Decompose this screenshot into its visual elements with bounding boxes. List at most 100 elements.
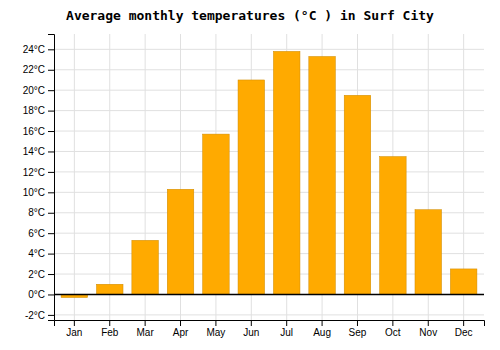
x-tick-label: Jul	[280, 327, 293, 338]
y-tick: 14°C	[23, 146, 54, 157]
y-grid-line	[54, 314, 484, 315]
y-tick-label: 0°C	[28, 289, 45, 300]
x-tick-mark	[215, 320, 216, 326]
y-tick-label: 4°C	[28, 248, 45, 259]
x-tick-label: Oct	[385, 327, 401, 338]
y-tick-label: 6°C	[28, 228, 45, 239]
x-tick: Mar	[137, 320, 155, 338]
x-tick-mark	[357, 320, 358, 326]
y-tick-mark	[48, 70, 54, 71]
y-tick: 8°C	[28, 207, 54, 218]
y-tick-label: -2°C	[25, 310, 45, 321]
x-tick-label: Aug	[313, 327, 331, 338]
x-tick-mark	[428, 320, 429, 326]
y-tick-mark	[48, 233, 54, 234]
y-tick-mark	[48, 192, 54, 193]
y-axis: -2°C 0°C 2°C 4°C 6°C 8°C 10°C 12°C 14°C 16°C 18°C 2…	[23, 35, 55, 321]
x-tick: Apr	[173, 320, 189, 338]
y-tick: 22°C	[23, 64, 54, 75]
bar	[273, 51, 300, 294]
bar	[203, 134, 230, 294]
x-grid-line	[74, 34, 75, 320]
grid	[54, 34, 484, 320]
y-grid-line	[54, 69, 484, 70]
x-tick-mark	[392, 320, 393, 326]
y-tick-mark	[48, 49, 54, 50]
y-tick: 2°C	[28, 269, 54, 280]
y-grid-line	[54, 110, 484, 111]
y-grid-line	[54, 294, 484, 295]
x-tick-mark	[286, 320, 287, 326]
x-tick: Aug	[313, 320, 331, 338]
y-grid-line	[54, 49, 484, 50]
y-tick-label: 10°C	[23, 187, 45, 198]
bar	[415, 210, 442, 295]
y-tick-label: 12°C	[23, 167, 45, 178]
y-tick-label: 8°C	[28, 207, 45, 218]
x-tick-mark	[145, 320, 146, 326]
x-tick-mark	[74, 320, 75, 326]
y-tick-label: 20°C	[23, 85, 45, 96]
x-tick: Nov	[419, 320, 437, 338]
x-tick-mark	[322, 320, 323, 326]
x-tick-label: Mar	[137, 327, 155, 338]
x-tick: Feb	[101, 320, 119, 338]
y-grid-line	[54, 90, 484, 91]
y-tick: 10°C	[23, 187, 54, 198]
y-tick: 12°C	[23, 167, 54, 178]
x-tick-label: Sep	[349, 327, 367, 338]
y-tick-mark	[48, 213, 54, 214]
y-tick-label: 2°C	[28, 269, 45, 280]
x-tick: Sep	[349, 320, 367, 338]
chart: -2°C 0°C 2°C 4°C 6°C 8°C 10°C 12°C 14°C 16°C 18°C 2…	[0, 0, 500, 350]
title: Average monthly temperatures (°C ) in Su…	[66, 8, 434, 23]
y-tick-mark	[48, 315, 54, 316]
x-tick-label: Dec	[455, 327, 473, 338]
y-tick: 16°C	[23, 126, 54, 137]
x-tick: Jun	[243, 320, 259, 338]
y-tick-label: 18°C	[23, 105, 45, 116]
y-axis-line	[48, 35, 55, 321]
x-tick: Oct	[385, 320, 401, 338]
y-tick-mark	[48, 254, 54, 255]
bar	[309, 56, 336, 294]
x-axis: Jan Feb Mar Apr May Jun Jul Aug Sep Oct Nov Dec	[55, 320, 485, 338]
x-tick-label: Feb	[101, 327, 119, 338]
x-tick: Dec	[455, 320, 473, 338]
x-tick-label: Nov	[419, 327, 437, 338]
x-tick-label: Apr	[173, 327, 189, 338]
bar	[167, 189, 194, 294]
x-tick: May	[206, 320, 225, 338]
bar	[380, 157, 407, 295]
y-tick: 0°C	[28, 289, 54, 300]
bar	[450, 269, 477, 295]
y-grid-line	[54, 151, 484, 152]
x-tick-label: May	[206, 327, 225, 338]
bar	[132, 240, 159, 294]
bar	[344, 95, 371, 294]
y-tick: 24°C	[23, 44, 54, 55]
y-grid-line	[54, 171, 484, 172]
y-tick: -2°C	[25, 310, 54, 321]
y-tick: 20°C	[23, 85, 54, 96]
x-tick: Jan	[66, 320, 82, 338]
y-tick-mark	[48, 111, 54, 112]
plot: -2°C 0°C 2°C 4°C 6°C 8°C 10°C 12°C 14°C 16°C 18°C 2…	[23, 34, 485, 338]
x-tick-label: Jun	[243, 327, 259, 338]
y-grid-line	[54, 131, 484, 132]
x-grid-line	[109, 34, 110, 320]
y-tick-label: 22°C	[23, 64, 45, 75]
x-tick-mark	[463, 320, 464, 326]
x-tick-mark	[109, 320, 110, 326]
y-tick: 6°C	[28, 228, 54, 239]
y-grid-line	[54, 192, 484, 193]
y-tick-mark	[48, 294, 54, 295]
y-tick-label: 16°C	[23, 126, 45, 137]
bar	[238, 80, 265, 295]
baseline	[54, 294, 484, 296]
y-tick-mark	[48, 274, 54, 275]
y-tick: 4°C	[28, 248, 54, 259]
x-tick-mark	[251, 320, 252, 326]
y-tick: 18°C	[23, 105, 54, 116]
y-tick-label: 14°C	[23, 146, 45, 157]
